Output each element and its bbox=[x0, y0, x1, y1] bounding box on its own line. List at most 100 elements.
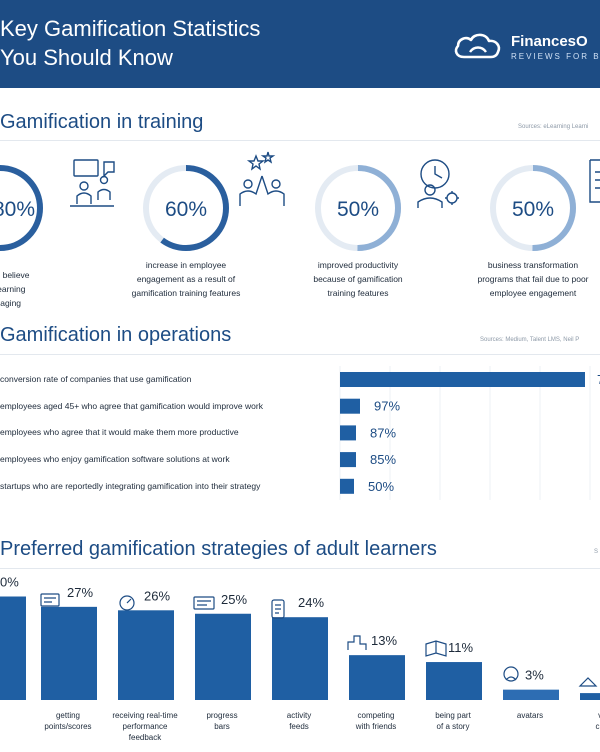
progress-bars-icon bbox=[193, 596, 215, 610]
ops-bar bbox=[340, 398, 360, 414]
strategy-bar bbox=[349, 655, 405, 700]
points-icon bbox=[40, 593, 60, 607]
caption-line: avatars bbox=[516, 711, 544, 720]
caption-line: feeds bbox=[289, 722, 309, 731]
strategy-value-label: 25% bbox=[221, 592, 247, 607]
page-title: Key Gamification Statistics You Should K… bbox=[0, 14, 260, 72]
ops-label-4: employees who enjoy gamification softwar… bbox=[0, 454, 230, 464]
ops-value-label: 85% bbox=[370, 452, 396, 467]
ops-value-label: 97% bbox=[374, 399, 400, 414]
training-caption-3: improved productivity because of gamific… bbox=[283, 258, 433, 300]
operations-bar-chart: 7 97% 87% 85% 50% bbox=[339, 366, 600, 500]
operations-divider bbox=[0, 354, 600, 355]
strategies-bar-chart: 0% 27% 26% 25% 24% 13% 11% 3% bbox=[0, 575, 600, 700]
ops-bar bbox=[340, 478, 354, 494]
ops-value-label: 7 bbox=[597, 372, 600, 387]
strategy-caption-5: activity feeds bbox=[260, 710, 338, 732]
strategy-bar bbox=[503, 689, 559, 700]
ring-progress-1 bbox=[0, 165, 43, 251]
caption-line: business transformation bbox=[487, 260, 579, 270]
strategy-bar bbox=[580, 693, 600, 700]
strategy-value-label: 3% bbox=[525, 668, 544, 683]
strategies-section-title: Preferred gamification strategies of adu… bbox=[0, 538, 437, 560]
training-caption-4: business transformation programs that fa… bbox=[458, 258, 600, 300]
caption-line: feedback bbox=[128, 733, 162, 742]
strategy-bar bbox=[426, 662, 482, 700]
caption-line: training features bbox=[327, 288, 389, 298]
caption-line: getting bbox=[55, 711, 81, 720]
caption-line: programs that fail due to poor bbox=[477, 274, 589, 284]
operations-sources: Sources: Medium, Talent LMS, Neil P bbox=[480, 337, 580, 343]
caption-line: cur bbox=[595, 722, 600, 731]
ops-label-2: employees aged 45+ who agree that gamifi… bbox=[0, 401, 263, 411]
strategy-value-label: 11% bbox=[448, 640, 473, 655]
ops-label-1: conversion rate of companies that use ga… bbox=[0, 374, 192, 384]
ring-value-3: 50% bbox=[337, 198, 379, 221]
brand-name: FinancesO bbox=[511, 33, 588, 50]
strategies-divider bbox=[0, 568, 600, 569]
feedback-gauge-icon bbox=[119, 595, 135, 611]
competition-podium-icon bbox=[347, 635, 367, 650]
cloud-logo-icon bbox=[454, 33, 501, 59]
strategy-caption-7: being part of a story bbox=[414, 710, 492, 732]
caption-line: improved productivity bbox=[317, 260, 399, 270]
caption-line: ased learning bbox=[0, 284, 26, 294]
ring-value-1: 80% bbox=[0, 198, 35, 221]
training-rings: 80% 60% 50% 50% bbox=[0, 151, 600, 251]
ring-value-2: 60% bbox=[165, 198, 207, 221]
productivity-clock-icon bbox=[417, 159, 459, 208]
training-caption-1: ers who believe ased learning e engaging bbox=[0, 268, 75, 310]
caption-line: vi bbox=[562, 710, 600, 721]
ring-value-4: 50% bbox=[512, 198, 554, 221]
caption-line: bars bbox=[214, 722, 230, 731]
strategy-value-label: 0% bbox=[0, 575, 19, 590]
caption-line: receiving real-time bbox=[112, 711, 178, 720]
strategy-caption-6: competing with friends bbox=[337, 710, 415, 732]
operations-section-title: Gamification in operations bbox=[0, 324, 232, 346]
training-section-title: Gamification in training bbox=[0, 111, 204, 133]
caption-line: engagement as a result of bbox=[136, 274, 236, 284]
caption-line: with friends bbox=[355, 722, 397, 731]
strategy-bar bbox=[41, 606, 97, 700]
strategy-caption-2: getting points/scores bbox=[29, 710, 107, 732]
strategy-caption-9: vi cur bbox=[562, 710, 600, 732]
ops-bar bbox=[340, 452, 356, 468]
caption-line: of a story bbox=[436, 722, 470, 731]
classroom-icon bbox=[70, 159, 115, 207]
strategy-value-label: 26% bbox=[144, 588, 170, 603]
caption-line: gamification training features bbox=[131, 288, 241, 298]
ring-progress-4 bbox=[490, 165, 576, 251]
ops-value-label: 50% bbox=[368, 479, 394, 494]
strategy-caption-8: avatars bbox=[491, 710, 569, 721]
ring-progress-3 bbox=[315, 165, 401, 251]
brand-tagline: REVIEWS FOR B bbox=[511, 52, 600, 61]
ops-bar bbox=[340, 425, 356, 441]
caption-line: activity bbox=[286, 711, 312, 720]
ring-progress-2 bbox=[143, 165, 229, 251]
caption-line: points/scores bbox=[44, 722, 92, 731]
caption-line: because of gamification bbox=[313, 274, 403, 284]
strategy-caption-1: ing to levels bbox=[0, 710, 28, 732]
caption-line: performance bbox=[122, 722, 168, 731]
caption-line: levels bbox=[0, 721, 28, 732]
strategy-bar bbox=[195, 613, 251, 700]
strategy-bar bbox=[272, 617, 328, 700]
header-banner bbox=[0, 0, 600, 88]
strategy-value-label: 13% bbox=[371, 633, 397, 648]
page-title-line-2: You Should Know bbox=[0, 45, 173, 70]
training-divider bbox=[0, 140, 600, 141]
strategy-bar bbox=[0, 596, 26, 700]
caption-line: ers who believe bbox=[0, 270, 30, 280]
story-book-icon bbox=[425, 640, 447, 657]
caption-line: e engaging bbox=[0, 298, 22, 308]
training-caption-2: increase in employee engagement as a res… bbox=[111, 258, 261, 300]
caption-line: increase in employee bbox=[145, 260, 227, 270]
caption-line: progress bbox=[206, 711, 238, 720]
ops-value-label: 87% bbox=[370, 425, 396, 440]
high-five-icon bbox=[239, 151, 285, 206]
caption-line: ing to bbox=[0, 710, 28, 721]
caption-line: competing bbox=[357, 711, 395, 720]
page-title-line-1: Key Gamification Statistics bbox=[0, 16, 261, 41]
document-icon bbox=[589, 159, 600, 203]
strategy-caption-3: receiving real-time performance feedback bbox=[106, 710, 184, 743]
